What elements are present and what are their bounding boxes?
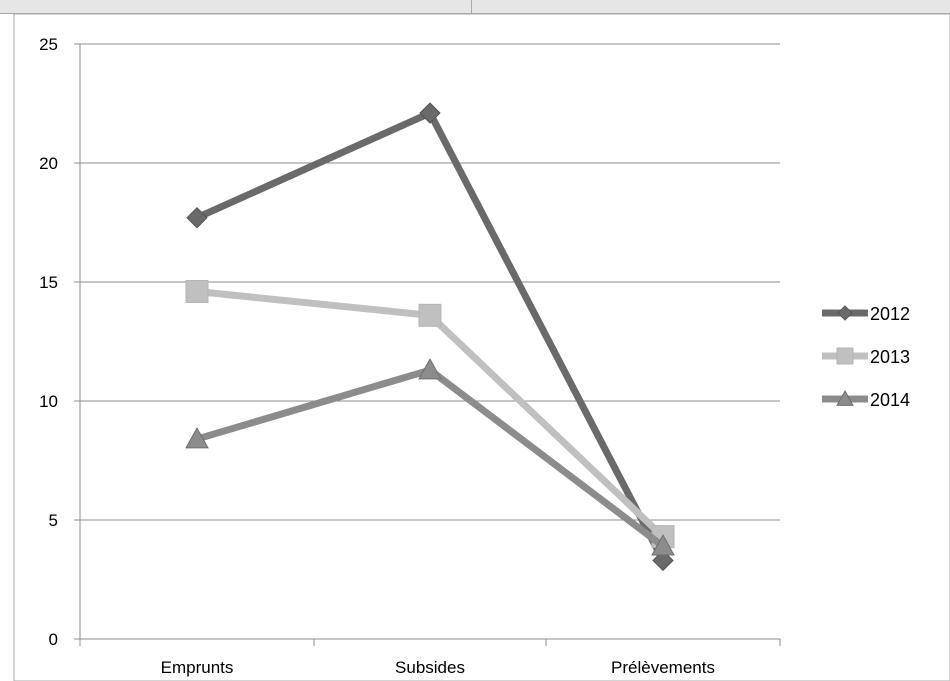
y-tick-label-10: 10 (39, 392, 58, 411)
legend-item-2013: 2013 (822, 347, 910, 367)
legend-label-2014: 2014 (870, 390, 910, 410)
x-tick-label-2: Subsides (395, 658, 465, 677)
window-top-strip-cell (0, 0, 472, 13)
series-2014 (185, 358, 675, 556)
data-point-2012-1 (186, 207, 208, 229)
legend-item-2012: 2012 (822, 304, 910, 324)
y-tick-label-5: 5 (49, 511, 58, 530)
y-tick-label-25: 25 (39, 35, 58, 54)
data-point-2014-2 (418, 358, 442, 380)
axes: 0 5 10 15 20 25 Emprunts Subsides Prélèvements (39, 35, 781, 677)
data-point-2013-1 (185, 280, 209, 304)
y-tick-label-15: 15 (39, 273, 58, 292)
legend-marker-2014 (836, 389, 854, 406)
data-point-2012-2 (419, 102, 441, 124)
legend-label-2012: 2012 (870, 304, 910, 324)
legend-marker-2012 (837, 305, 853, 321)
data-point-2014-1 (185, 427, 209, 449)
series-group (185, 102, 675, 572)
y-tick-label-20: 20 (39, 154, 58, 173)
y-tick-label-0: 0 (49, 630, 58, 649)
x-tick-label-3: Prélèvements (611, 658, 715, 677)
legend-marker-2013 (836, 347, 854, 365)
x-tick-label-1: Emprunts (161, 658, 234, 677)
chart-area (13, 13, 950, 681)
data-point-2014-3 (651, 534, 675, 556)
legend: 2012 2013 2014 (822, 304, 910, 410)
data-point-2013-2 (418, 303, 442, 327)
legend-label-2013: 2013 (870, 347, 910, 367)
legend-item-2014: 2014 (822, 389, 910, 410)
